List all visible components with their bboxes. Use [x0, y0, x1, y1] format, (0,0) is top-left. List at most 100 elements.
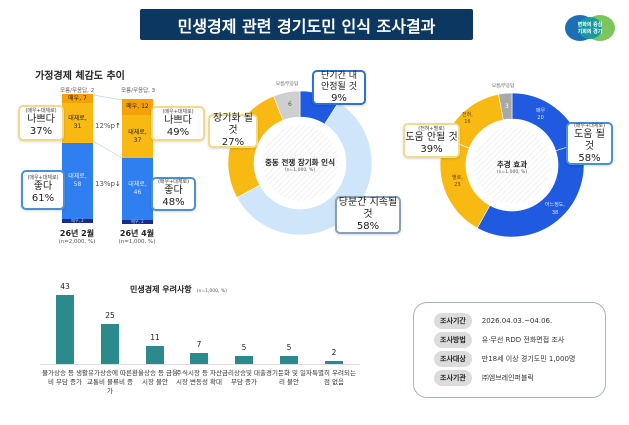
- segment-very-good: 매우, 2: [122, 219, 153, 224]
- concerns-title: 민생경제 우려사항: [130, 285, 192, 294]
- stimulus-dk-value: 3: [505, 103, 509, 110]
- concern-category-label: 특별히 우려되는 점 없음: [312, 369, 356, 386]
- callout-continue: 당분간 지속될 것 58%: [335, 196, 401, 234]
- callout-pct: 58%: [356, 221, 380, 232]
- diff-good-value: 13%p: [95, 180, 116, 188]
- callout-label: 좋다: [33, 181, 53, 192]
- callout-label: 나쁘다: [27, 114, 55, 125]
- seg-label: 별로,: [452, 175, 463, 181]
- concern-value-label: 5: [241, 343, 247, 352]
- seg-value: 20: [537, 115, 544, 121]
- concern-bar: [56, 295, 74, 364]
- concern-bar: [325, 360, 343, 364]
- seg-value: 16: [464, 119, 471, 125]
- survey-value: 2026.04.03.~04.06.: [481, 317, 553, 325]
- segment-label: 대체로,: [128, 128, 147, 136]
- callout-apr-good: (매우+대체로) 좋다 48%: [151, 177, 196, 211]
- segment-label: 대체로,: [68, 173, 87, 180]
- callout-pct: 39%: [420, 143, 443, 155]
- segment-very-bad: 매우, 7: [62, 94, 93, 103]
- survey-value: 유·무선 RDD 전화면접 조사: [481, 336, 565, 344]
- segment-good: 대체로, 46: [122, 158, 153, 220]
- donut-slice-somewhat: [476, 142, 585, 238]
- bar2-n: (n=1,000, %): [118, 239, 156, 245]
- concern-category-label: 금리상승및 대출부담 증가: [222, 369, 266, 386]
- stimulus-notatall-label: 전혀, 16: [462, 112, 473, 126]
- war-center-label: 중동 전쟁 장기화 인식 (n=1,000, %): [250, 157, 350, 173]
- survey-row: 조사방법 유·무선 RDD 전화면접 조사: [434, 332, 564, 348]
- stimulus-dk-label: 모름/무응답: [492, 84, 515, 89]
- donut-slice-dont-know: [273, 90, 301, 121]
- survey-key: 조사기관: [434, 370, 472, 386]
- callout-pct: 49%: [166, 126, 190, 138]
- concern-bar: [190, 352, 208, 364]
- survey-key: 조사대상: [434, 351, 472, 367]
- concerns-title-wrap: 민생경제 우려사항 (n=1,000, %): [130, 277, 227, 296]
- bar1-dk-label: 모름/무응답, 2: [60, 88, 95, 94]
- seg-label: 전혀,: [462, 112, 473, 118]
- war-dk-value: 6: [288, 101, 292, 108]
- bar1-label: 26년 2월: [59, 229, 95, 238]
- bar1-n: (n=2,000, %): [58, 239, 96, 245]
- stimulus-title: 추경 효과: [496, 160, 528, 169]
- arrow-up-icon: ↑: [115, 122, 121, 130]
- segment-value: 37: [133, 136, 142, 144]
- callout-label: 단기간 내 안정될 것: [321, 70, 357, 92]
- concern-value-label: 5: [286, 343, 292, 352]
- callout-label: 당분간 지속될 것: [338, 197, 398, 220]
- survey-info-box: 조사기간 2026.04.03.~04.06. 조사방법 유·무선 RDD 전화면접…: [413, 302, 606, 398]
- seg-value: 38: [551, 210, 559, 216]
- segment-label: 대체로,: [128, 181, 147, 188]
- callout-label: 좋다: [164, 185, 183, 196]
- segment-bad: 대체로, 31: [62, 103, 93, 143]
- bar2-dk-label: 모름/무응답, 3: [121, 88, 156, 94]
- concern-bar: [101, 324, 119, 364]
- callout-not-helpful: (전혀+별로) 도움 안될 것 39%: [403, 123, 460, 158]
- concern-value-label: 43: [60, 282, 70, 292]
- svg-text:기회의 경기: 기회의 경기: [578, 28, 603, 35]
- callout-pct: 58%: [578, 152, 601, 164]
- survey-value: 만18세 이상 경기도민 1,000명: [481, 355, 576, 363]
- callout-pct: 61%: [31, 193, 55, 204]
- stimulus-center-label: 추경 효과 (n=1,000, %): [462, 159, 562, 175]
- diff-good: 13%p↓: [95, 180, 121, 188]
- callout-sub: (매우+대체로): [157, 179, 190, 185]
- concern-value-label: 25: [105, 311, 115, 320]
- callout-prolonged: 장기화 될 것 27%: [208, 113, 258, 148]
- seg-label: 매우: [536, 108, 546, 114]
- survey-key: 조사기간: [434, 313, 472, 329]
- bar1-axis-label: 26년 2월 (n=2,000, %): [52, 228, 102, 245]
- seg-value: 23: [454, 182, 461, 188]
- stimulus-notmuch-label: 별로, 23: [452, 175, 463, 189]
- war-donut-center: [262, 125, 338, 201]
- concern-category-label: 유가상승에 따른 교통비 물류비 증가: [87, 369, 133, 395]
- callout-sub: (매우+대체로): [573, 122, 606, 129]
- donut-slice-dont-know: [498, 92, 513, 121]
- arrow-down-icon: ↓: [115, 180, 121, 188]
- gyeonggi-logo: 변화의 중심 기회의 경기: [565, 15, 615, 41]
- segment-very-good: 매우, 2: [62, 218, 93, 223]
- survey-row: 조사대상 만18세 이상 경기도민 1,000명: [434, 351, 575, 367]
- seg-label: 어느정도,: [545, 202, 565, 208]
- concern-value-label: 11: [150, 333, 160, 343]
- concern-value-label: 2: [331, 347, 337, 357]
- diff-bad-value: 12%p: [95, 122, 116, 130]
- segment-very-bad: 매우, 12: [122, 99, 153, 115]
- concerns-n: (n=1,000, %): [196, 289, 227, 294]
- war-dk-label: 모름/무응답: [276, 82, 299, 87]
- war-title: 중동 전쟁 장기화 인식: [265, 158, 335, 167]
- bar2-label: 26년 4월: [119, 229, 155, 238]
- concern-category-label: 경기둔화 및 일자리 불안: [266, 369, 312, 386]
- segment-value: 46: [133, 189, 142, 196]
- concern-bar: [146, 346, 164, 364]
- segment-value: 58: [73, 181, 82, 188]
- segment-value: 31: [73, 123, 82, 130]
- callout-sub: (전혀+별로): [418, 125, 445, 132]
- stacked-bar-apr: 매우, 12 대체로, 37 대체로, 46 매우, 2: [122, 99, 153, 224]
- callout-label: 도움 안될 것: [405, 131, 458, 143]
- segment-bad: 대체로, 37: [122, 115, 153, 158]
- callout-short-term: 단기간 내 안정될 것 9%: [312, 70, 366, 105]
- war-n: (n=1,000, %): [284, 168, 316, 173]
- callout-label: 도움 될 것: [574, 128, 605, 152]
